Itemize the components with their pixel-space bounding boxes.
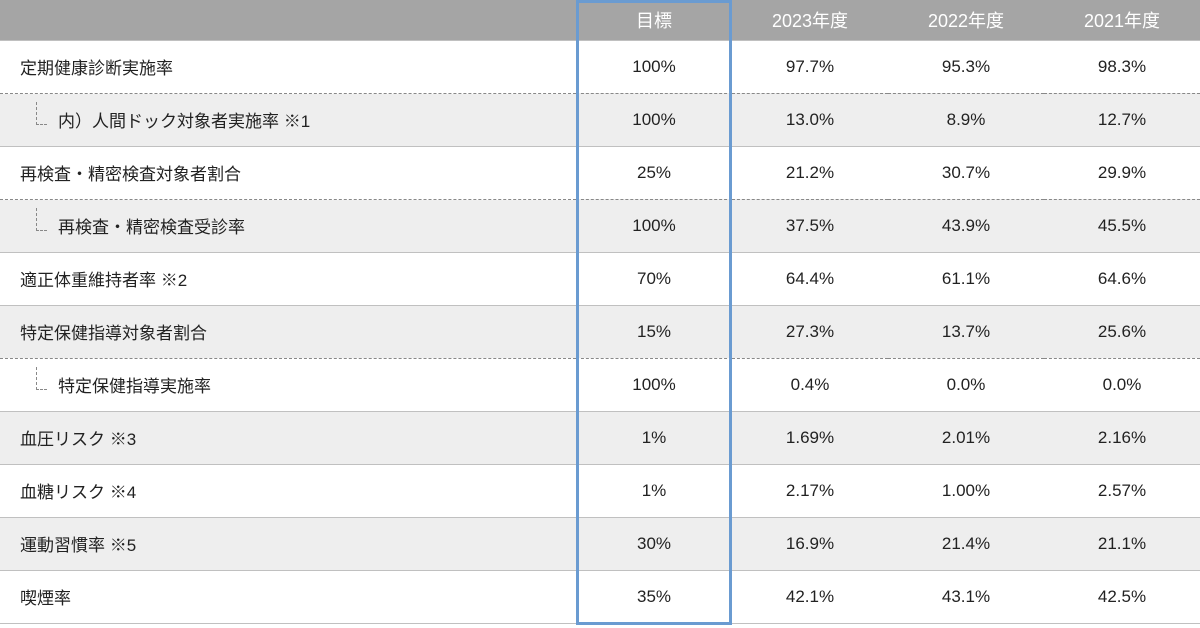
cell-fy2021: 12.7%: [1044, 93, 1200, 146]
cell-fy2023: 64.4%: [732, 252, 888, 305]
table-row: 特定保健指導対象者割合15%27.3%13.7%25.6%: [0, 305, 1200, 358]
table-container: 目標 2023年度 2022年度 2021年度 定期健康診断実施率100%97.…: [0, 0, 1200, 624]
cell-goal: 70%: [576, 252, 732, 305]
header-fy2021: 2021年度: [1044, 0, 1200, 40]
table-row: 再検査・精密検査対象者割合25%21.2%30.7%29.9%: [0, 146, 1200, 199]
cell-goal: 100%: [576, 93, 732, 146]
cell-goal: 100%: [576, 40, 732, 93]
cell-goal: 25%: [576, 146, 732, 199]
cell-fy2022: 30.7%: [888, 146, 1044, 199]
header-fy2022: 2022年度: [888, 0, 1044, 40]
row-label-sub: 内）人間ドック対象者実施率 ※1: [0, 93, 576, 146]
header-row: 目標 2023年度 2022年度 2021年度: [0, 0, 1200, 40]
row-label: 適正体重維持者率 ※2: [0, 252, 576, 305]
cell-fy2022: 1.00%: [888, 464, 1044, 517]
header-fy2023: 2023年度: [732, 0, 888, 40]
cell-fy2022: 43.9%: [888, 199, 1044, 252]
cell-fy2021: 29.9%: [1044, 146, 1200, 199]
cell-fy2021: 21.1%: [1044, 517, 1200, 570]
cell-fy2021: 25.6%: [1044, 305, 1200, 358]
cell-goal: 30%: [576, 517, 732, 570]
table-row: 特定保健指導実施率100%0.4%0.0%0.0%: [0, 358, 1200, 411]
cell-fy2023: 0.4%: [732, 358, 888, 411]
row-label: 喫煙率: [0, 570, 576, 623]
cell-fy2023: 2.17%: [732, 464, 888, 517]
cell-fy2021: 45.5%: [1044, 199, 1200, 252]
cell-fy2022: 43.1%: [888, 570, 1044, 623]
table-row: 喫煙率35%42.1%43.1%42.5%: [0, 570, 1200, 623]
header-goal: 目標: [576, 0, 732, 40]
cell-fy2023: 97.7%: [732, 40, 888, 93]
cell-fy2021: 64.6%: [1044, 252, 1200, 305]
cell-fy2023: 42.1%: [732, 570, 888, 623]
table-row: 内）人間ドック対象者実施率 ※1100%13.0%8.9%12.7%: [0, 93, 1200, 146]
cell-fy2021: 2.16%: [1044, 411, 1200, 464]
cell-fy2022: 2.01%: [888, 411, 1044, 464]
cell-fy2022: 8.9%: [888, 93, 1044, 146]
row-label: 血圧リスク ※3: [0, 411, 576, 464]
cell-fy2022: 95.3%: [888, 40, 1044, 93]
table-row: 再検査・精密検査受診率100%37.5%43.9%45.5%: [0, 199, 1200, 252]
header-blank: [0, 0, 576, 40]
row-label: 特定保健指導対象者割合: [0, 305, 576, 358]
cell-goal: 15%: [576, 305, 732, 358]
cell-goal: 1%: [576, 411, 732, 464]
cell-fy2023: 37.5%: [732, 199, 888, 252]
cell-fy2022: 61.1%: [888, 252, 1044, 305]
cell-fy2023: 21.2%: [732, 146, 888, 199]
cell-fy2023: 27.3%: [732, 305, 888, 358]
cell-fy2021: 0.0%: [1044, 358, 1200, 411]
table-row: 定期健康診断実施率100%97.7%95.3%98.3%: [0, 40, 1200, 93]
cell-fy2022: 13.7%: [888, 305, 1044, 358]
cell-fy2021: 98.3%: [1044, 40, 1200, 93]
cell-goal: 35%: [576, 570, 732, 623]
cell-goal: 100%: [576, 199, 732, 252]
cell-fy2023: 16.9%: [732, 517, 888, 570]
cell-goal: 100%: [576, 358, 732, 411]
row-label-sub: 再検査・精密検査受診率: [0, 199, 576, 252]
table-row: 血圧リスク ※31%1.69%2.01%2.16%: [0, 411, 1200, 464]
table-row: 適正体重維持者率 ※270%64.4%61.1%64.6%: [0, 252, 1200, 305]
table-row: 運動習慣率 ※530%16.9%21.4%21.1%: [0, 517, 1200, 570]
row-label: 定期健康診断実施率: [0, 40, 576, 93]
cell-fy2022: 21.4%: [888, 517, 1044, 570]
row-label: 再検査・精密検査対象者割合: [0, 146, 576, 199]
cell-fy2021: 2.57%: [1044, 464, 1200, 517]
cell-fy2021: 42.5%: [1044, 570, 1200, 623]
row-label: 血糖リスク ※4: [0, 464, 576, 517]
cell-fy2022: 0.0%: [888, 358, 1044, 411]
row-label-sub: 特定保健指導実施率: [0, 358, 576, 411]
table-row: 血糖リスク ※41%2.17%1.00%2.57%: [0, 464, 1200, 517]
health-metrics-table: 目標 2023年度 2022年度 2021年度 定期健康診断実施率100%97.…: [0, 0, 1200, 624]
row-label: 運動習慣率 ※5: [0, 517, 576, 570]
cell-fy2023: 1.69%: [732, 411, 888, 464]
cell-fy2023: 13.0%: [732, 93, 888, 146]
cell-goal: 1%: [576, 464, 732, 517]
